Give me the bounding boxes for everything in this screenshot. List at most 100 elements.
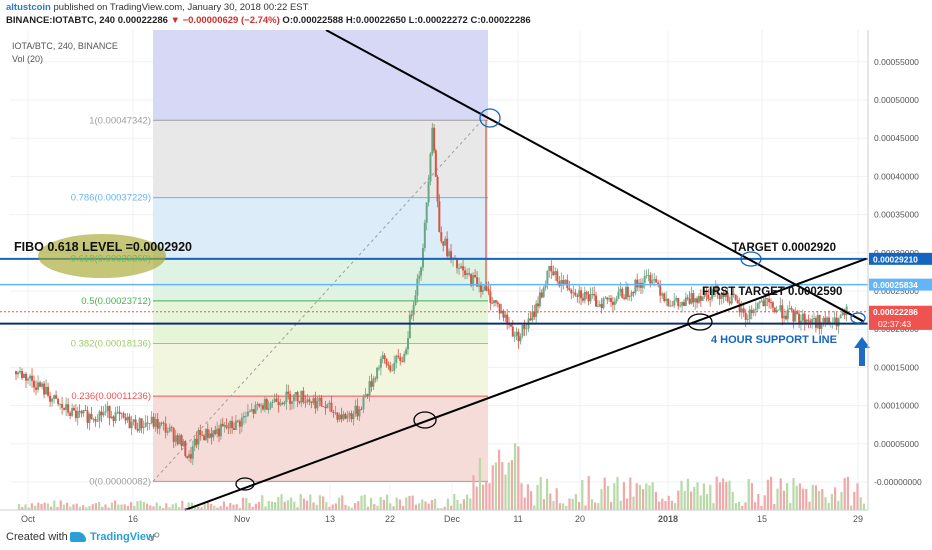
time-axis[interactable]: Oct 16 Nov 13 22 Dec 11 20 2018 15 29 xyxy=(0,509,868,524)
candle-body xyxy=(450,251,453,260)
volume-bar xyxy=(30,503,33,510)
candle-body xyxy=(506,314,509,324)
candle-body xyxy=(142,426,145,429)
candle-body xyxy=(144,422,147,427)
volume-bar xyxy=(274,502,277,510)
candle-body xyxy=(655,279,658,283)
candle-body xyxy=(464,270,467,276)
candle-body xyxy=(248,411,251,412)
candle-body xyxy=(164,423,167,433)
volume-bar xyxy=(533,505,536,510)
candle-body xyxy=(769,302,772,303)
candle-body xyxy=(170,427,173,429)
candle-body xyxy=(513,335,516,337)
volume-bar xyxy=(706,494,709,510)
candle-body xyxy=(348,413,351,416)
candle-body xyxy=(132,419,135,422)
candle-body xyxy=(300,390,303,403)
volume-bar xyxy=(46,503,49,510)
candle-body xyxy=(718,294,721,299)
volume-bar xyxy=(453,494,456,510)
candle-body xyxy=(667,298,670,306)
candle-body xyxy=(714,285,717,292)
candle-body xyxy=(214,430,217,434)
author-link[interactable]: altustcoin xyxy=(6,2,51,13)
marker-circle xyxy=(687,313,713,331)
candle-body xyxy=(210,433,213,438)
volume-bar xyxy=(405,497,408,510)
volume-bar xyxy=(226,506,229,510)
chart-header: altustcoin published on TradingView.com,… xyxy=(0,0,932,30)
candle-body xyxy=(25,373,28,381)
candle-body xyxy=(27,378,30,381)
volume-bar xyxy=(139,500,142,510)
volume-bar xyxy=(78,506,81,510)
candle-body xyxy=(225,425,228,428)
share-icon[interactable]: ☍ xyxy=(148,530,161,544)
candle-body xyxy=(537,303,540,307)
volume-bar xyxy=(731,491,734,510)
candle-body xyxy=(773,307,776,313)
volume-bar xyxy=(194,506,197,510)
candle-body xyxy=(581,298,584,301)
candle-body xyxy=(649,275,652,284)
candle-body xyxy=(671,305,674,307)
volume-bar xyxy=(443,506,446,510)
volume-bar xyxy=(760,505,763,510)
candle-body xyxy=(496,302,499,304)
candle-body xyxy=(576,295,579,297)
candle-body xyxy=(156,418,159,429)
candle-body xyxy=(498,303,501,314)
candle-body xyxy=(122,413,125,418)
price-chart[interactable]: 1(0.00047342) 0.786(0.00037229) 0.618(0.00… xyxy=(0,30,932,525)
volume-bar xyxy=(40,504,43,510)
candle-body xyxy=(338,414,341,420)
candle-body xyxy=(364,394,367,397)
volume-bar xyxy=(350,507,353,510)
volume-bar xyxy=(712,503,715,510)
fib-zone xyxy=(153,300,488,344)
candle-body xyxy=(807,319,810,321)
candle-body xyxy=(195,438,198,445)
volume-bar xyxy=(309,494,312,510)
price-tag-label: 0.00029210 xyxy=(873,254,918,264)
volume-bar xyxy=(581,479,584,510)
tradingview-logo[interactable]: TradingView xyxy=(70,531,155,543)
candle-body xyxy=(560,279,563,287)
volume-bar xyxy=(594,502,597,510)
volume-bar xyxy=(318,495,321,510)
candle-body xyxy=(837,318,840,327)
volume-bar xyxy=(171,504,174,510)
candle-body xyxy=(265,399,268,410)
price-axis[interactable]: 0.00055000 0.00050000 0.00045000 0.00040000… xyxy=(867,30,932,510)
volume-bar xyxy=(616,476,619,510)
candle-body xyxy=(324,406,327,409)
volume-bar xyxy=(667,495,670,510)
candle-body xyxy=(212,430,215,438)
price-tag-label: 0.00025834 xyxy=(873,280,918,290)
volume-bar xyxy=(670,500,673,510)
volume-bar xyxy=(779,478,782,510)
volume-bar xyxy=(680,480,683,510)
volume-bar xyxy=(843,478,846,510)
candle-body xyxy=(189,454,192,459)
price-tag xyxy=(869,252,932,265)
candle-body xyxy=(346,415,349,419)
candle-body xyxy=(764,298,767,307)
candle-body xyxy=(401,360,404,362)
volume-bar xyxy=(101,506,104,510)
volume-bar xyxy=(818,490,821,510)
volume-bar xyxy=(322,496,325,510)
candle-body xyxy=(260,405,263,407)
candle-body xyxy=(423,222,426,249)
candle-body xyxy=(302,390,305,403)
candle-body xyxy=(682,302,685,306)
candle-body xyxy=(420,267,423,276)
volume-bar xyxy=(510,460,513,510)
fib-zone xyxy=(153,396,488,482)
candle-body xyxy=(709,299,712,300)
price-tick-label: 0.00040000 xyxy=(874,171,919,181)
candle-body xyxy=(71,408,74,416)
volume-bar xyxy=(34,505,37,510)
candle-body xyxy=(414,295,417,306)
